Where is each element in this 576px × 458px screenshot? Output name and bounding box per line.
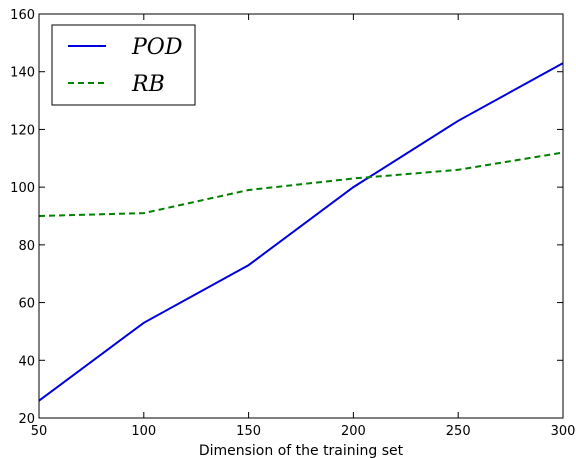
chart-marks bbox=[38, 62, 564, 402]
y-tick-label: 160 bbox=[10, 8, 35, 23]
x-tick-label: 250 bbox=[446, 424, 471, 439]
plot-frame bbox=[38, 13, 564, 419]
legend-box bbox=[51, 24, 196, 106]
x-tick-label: 200 bbox=[341, 424, 366, 439]
series-line-rb bbox=[38, 151, 564, 217]
x-tick-label: 150 bbox=[236, 424, 261, 439]
y-tick-label: 60 bbox=[18, 297, 35, 312]
x-tick-label: 100 bbox=[131, 424, 156, 439]
legend: POD RB bbox=[51, 24, 196, 106]
x-tick-label: 50 bbox=[31, 424, 48, 439]
x-axis-label: Dimension of the training set bbox=[199, 443, 404, 458]
y-tick-label: 40 bbox=[18, 354, 35, 369]
y-tick-label: 20 bbox=[18, 412, 35, 427]
legend-label-pod: POD bbox=[131, 35, 183, 60]
x-tick-label: 300 bbox=[551, 424, 576, 439]
y-tick-label: 140 bbox=[10, 66, 35, 81]
axis-ticks: 50 100 150 200 250 300 20 40 60 80 100 120 140 160 bbox=[10, 8, 575, 439]
y-tick-label: 80 bbox=[18, 239, 35, 254]
y-tick-label: 100 bbox=[10, 181, 35, 196]
series-line-pod bbox=[38, 62, 564, 402]
y-tick-label: 120 bbox=[10, 123, 35, 138]
legend-label-rb: RB bbox=[131, 72, 165, 97]
